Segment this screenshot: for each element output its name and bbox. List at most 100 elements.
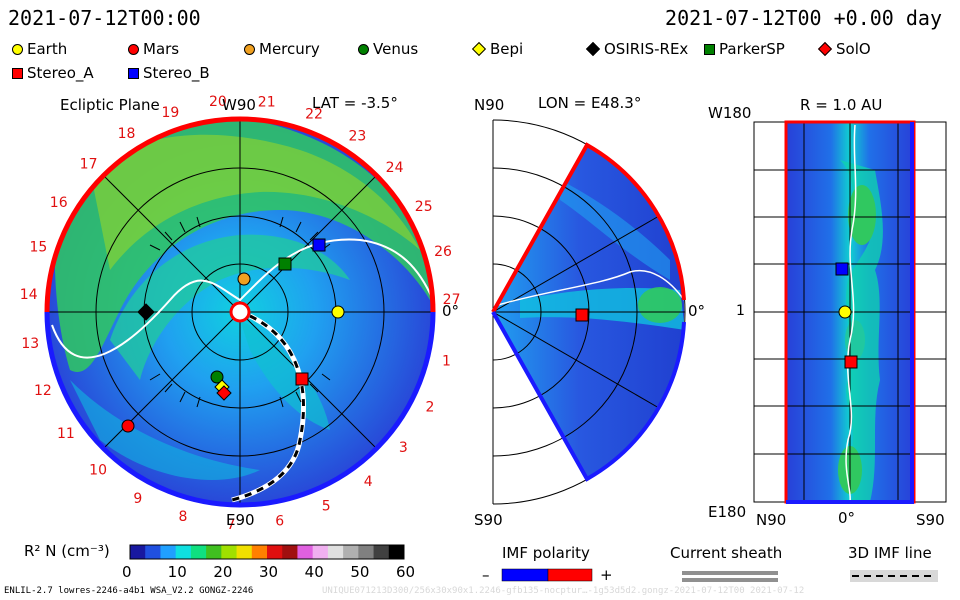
ecliptic-tick-11: 11 [57, 426, 75, 442]
radial-x-right: S90 [916, 511, 945, 529]
legend-label: OSIRIS-REx [604, 40, 689, 58]
radial-x-mid: 0° [838, 509, 856, 527]
legend-marker-circle-icon [358, 43, 369, 55]
ecliptic-osiris-marker [137, 303, 155, 321]
colorbar-swatch [327, 545, 344, 559]
colorbar-swatch [160, 545, 177, 559]
ecliptic-tick-8: 8 [179, 509, 188, 525]
colorbar-swatch [282, 545, 298, 559]
colorbar-swatch [236, 545, 253, 559]
current-sheath-line-2 [682, 578, 778, 582]
meridional-stereoa-marker [575, 308, 589, 322]
colorbar-swatch [358, 545, 375, 559]
ecliptic-earth-marker [331, 305, 345, 319]
meridional-panel [491, 119, 686, 505]
colorbar-swatch [206, 545, 222, 559]
colorbar-swatch [145, 545, 161, 559]
ecliptic-tick-16: 16 [50, 195, 68, 211]
meridional-top-label: N90 [474, 96, 505, 114]
legend-label: Stereo_B [143, 64, 210, 82]
legend-marker-circle-icon [12, 43, 23, 55]
ecliptic-tick-20: 20 [209, 94, 227, 110]
colorbar-swatch [373, 545, 390, 559]
ecliptic-tick-27: 27 [443, 292, 461, 308]
ecliptic-tick-25: 25 [415, 199, 433, 215]
imf-negative-bar [501, 568, 549, 582]
imf-minus: – [482, 566, 490, 584]
imf-polarity-title: IMF polarity [502, 544, 590, 562]
radial-top-label: W180 [708, 104, 752, 122]
radial-x-left: N90 [756, 511, 787, 529]
radial-stereoa-marker [844, 355, 858, 369]
ecliptic-mercury-marker [237, 272, 251, 286]
colorbar-swatch [175, 545, 192, 559]
ecliptic-mars-marker [121, 419, 135, 433]
colorbar-swatch [297, 545, 314, 559]
ecliptic-lat: LAT = -3.5° [312, 94, 398, 112]
legend-label: Stereo_A [27, 64, 94, 82]
legend-label: ParkerSP [719, 40, 785, 58]
legend-label: Bepi [490, 40, 524, 58]
meridional-bottom-label: S90 [474, 511, 503, 529]
ecliptic-tick-19: 19 [161, 105, 179, 121]
ecliptic-parker-marker [278, 257, 292, 271]
colorbar-swatch [388, 545, 405, 559]
ecliptic-stereoa-marker [295, 372, 309, 386]
ecliptic-tick-18: 18 [118, 126, 136, 142]
colorbar-swatch [267, 545, 283, 559]
ecliptic-tick-2: 2 [425, 399, 434, 415]
ecliptic-bottom-label: E90 [226, 511, 255, 529]
ecliptic-tick-9: 9 [133, 491, 142, 507]
ecliptic-tick-15: 15 [29, 239, 47, 255]
meridional-right-label: 0° [688, 302, 706, 320]
ecliptic-panel [44, 116, 436, 508]
ecliptic-tick-4: 4 [364, 474, 373, 490]
ecliptic-title: Ecliptic Plane [60, 96, 160, 114]
legend-item-earth: Earth [12, 40, 67, 58]
legend-item-mars: Mars [128, 40, 179, 58]
markers [121, 238, 858, 433]
ecliptic-tick-3: 3 [399, 440, 408, 456]
radial-bottom-label: E180 [708, 503, 747, 521]
legend-label: SolO [836, 40, 871, 58]
colorbar-tick-20: 20 [213, 563, 233, 581]
colorbar-swatch [130, 545, 146, 559]
colorbar-tick-60: 60 [396, 563, 416, 581]
colorbar-swatch [190, 545, 207, 559]
radial-mid-label: 1 [736, 303, 745, 319]
legend-item-osiris-rex: OSIRIS-REx [585, 40, 689, 58]
ecliptic-tick-17: 17 [80, 157, 98, 173]
legend-label: Venus [373, 40, 419, 58]
ecliptic-right-label: 0° [442, 302, 460, 320]
ecliptic-solo-marker [216, 385, 232, 401]
ecliptic-tick-22: 22 [305, 106, 323, 122]
radial-earth-marker [838, 305, 852, 319]
legend-item-mercury: Mercury [244, 40, 320, 58]
legend-item-bepi: Bepi [471, 40, 524, 58]
meridional-lon: LON = E48.3° [538, 94, 642, 112]
legend-marker-circle-icon [128, 43, 139, 55]
colorbar [130, 545, 405, 559]
imf-positive-bar [547, 568, 593, 582]
colorbar-swatch [312, 545, 329, 559]
radial-stereob-marker [835, 262, 849, 276]
ecliptic-tick-10: 10 [89, 463, 107, 479]
ecliptic-tick-13: 13 [21, 336, 39, 352]
date-right: 2021-07-12T00 +0.00 day [665, 6, 942, 30]
ecliptic-tick-24: 24 [386, 160, 404, 176]
ecliptic-tick-23: 23 [348, 129, 366, 145]
colorbar-swatch [251, 545, 268, 559]
legend-label: Earth [27, 40, 68, 58]
legend-marker-square-icon [704, 43, 715, 55]
ecliptic-top-label: W90 [222, 96, 256, 114]
legend-item-stereo-a: Stereo_A [12, 64, 94, 82]
imf-plus: + [600, 566, 613, 584]
legend-item-solo: SolO [817, 40, 871, 58]
legend-label: Mars [143, 40, 180, 58]
ecliptic-venus-marker [210, 370, 224, 384]
ecliptic-tick-12: 12 [34, 383, 52, 399]
imf-line-title: 3D IMF line [848, 544, 932, 562]
date-left: 2021-07-12T00:00 [8, 6, 201, 30]
